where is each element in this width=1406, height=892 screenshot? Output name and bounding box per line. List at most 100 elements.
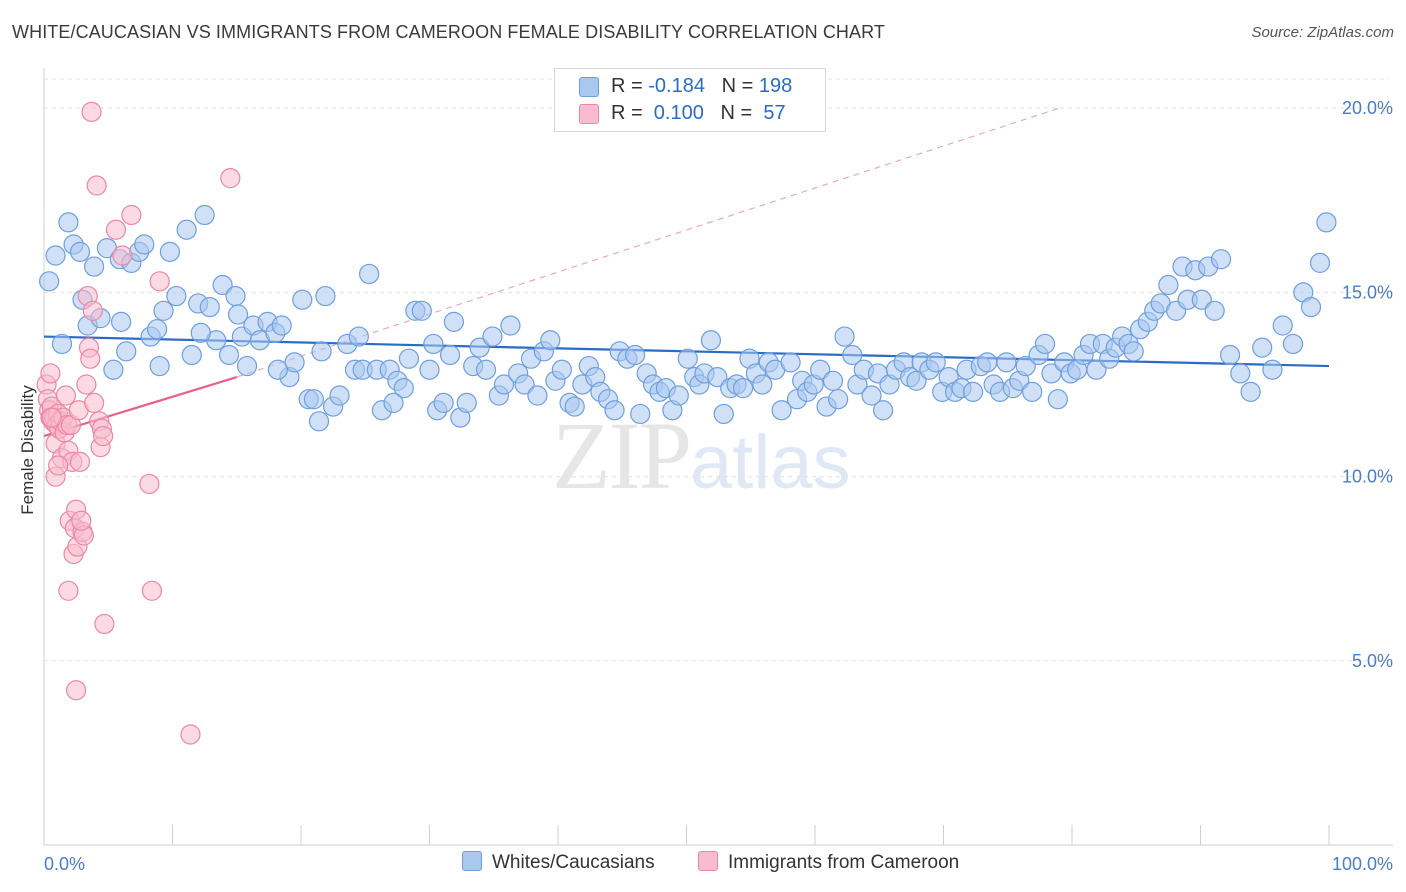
watermark-zip: ZIP bbox=[552, 402, 692, 509]
trend-lines bbox=[43, 107, 1330, 438]
point-whites bbox=[668, 385, 689, 406]
point-whites bbox=[423, 333, 444, 355]
point-cameroon bbox=[112, 245, 133, 266]
point-whites bbox=[977, 352, 998, 373]
point-whites bbox=[732, 378, 754, 399]
point-whites bbox=[267, 359, 288, 380]
series-whites bbox=[39, 204, 1337, 432]
stats-row-whites: R = -0.184 N = 198 bbox=[611, 75, 793, 97]
point-whites bbox=[329, 385, 350, 406]
point-whites bbox=[39, 271, 60, 292]
point-whites bbox=[1123, 341, 1144, 362]
point-whites bbox=[1047, 389, 1068, 410]
point-whites bbox=[153, 300, 174, 321]
point-whites bbox=[1230, 363, 1251, 384]
point-whites bbox=[828, 389, 849, 410]
y-tick-label: 15.0% bbox=[1342, 282, 1393, 302]
point-cameroon bbox=[69, 451, 91, 472]
point-whites bbox=[1219, 344, 1241, 366]
point-whites bbox=[419, 359, 440, 380]
point-whites bbox=[771, 400, 792, 421]
point-whites bbox=[1158, 274, 1179, 296]
point-whites bbox=[110, 311, 132, 332]
point-whites bbox=[700, 330, 722, 351]
point-cameroon bbox=[180, 724, 201, 745]
point-cameroon bbox=[84, 392, 105, 413]
point-whites bbox=[348, 326, 369, 347]
point-cameroon bbox=[71, 510, 92, 531]
chart-title: WHITE/CAUCASIAN VS IMMIGRANTS FROM CAMER… bbox=[12, 22, 885, 42]
point-cameroon bbox=[81, 101, 102, 122]
point-whites bbox=[1240, 381, 1261, 402]
point-whites bbox=[315, 285, 336, 307]
point-whites bbox=[780, 352, 801, 373]
y-tick-label: 5.0% bbox=[1352, 651, 1393, 671]
point-whites bbox=[1316, 212, 1337, 233]
data-points bbox=[36, 101, 1337, 745]
point-whites bbox=[1252, 337, 1273, 358]
point-whites bbox=[1191, 289, 1212, 310]
x-tick-label: 0.0% bbox=[44, 854, 85, 874]
point-whites bbox=[604, 400, 625, 421]
point-whites bbox=[308, 411, 330, 432]
point-whites bbox=[194, 204, 215, 226]
point-whites bbox=[411, 300, 432, 321]
point-whites bbox=[962, 381, 984, 402]
point-whites bbox=[1300, 297, 1322, 318]
point-whites bbox=[190, 322, 211, 343]
point-whites bbox=[514, 374, 535, 395]
point-whites bbox=[1309, 252, 1331, 273]
r-value-cameroon: 0.100 bbox=[648, 102, 704, 124]
point-whites bbox=[624, 344, 646, 366]
point-whites bbox=[58, 212, 79, 233]
trend-extension-cameroon bbox=[236, 107, 1060, 378]
point-cameroon bbox=[94, 613, 115, 635]
point-whites bbox=[564, 396, 585, 417]
point-whites bbox=[475, 359, 497, 380]
point-cameroon bbox=[66, 680, 87, 701]
legend-swatch-whites bbox=[462, 850, 482, 871]
point-whites bbox=[842, 344, 863, 366]
stats-row-cameroon: R = 0.100 N = 57 bbox=[611, 102, 786, 124]
point-whites bbox=[225, 285, 246, 307]
point-whites bbox=[433, 392, 454, 413]
point-whites bbox=[383, 392, 404, 413]
point-whites bbox=[176, 219, 197, 240]
point-whites bbox=[996, 352, 1017, 373]
point-whites bbox=[45, 245, 66, 266]
point-whites bbox=[1262, 359, 1283, 380]
point-whites bbox=[212, 274, 233, 296]
axis-labels: 5.0% 10.0% 15.0% 20.0% 0.0% 100.0% Female Disa… bbox=[18, 98, 1393, 874]
watermark: ZIPatlas bbox=[552, 400, 851, 511]
point-whites bbox=[1272, 315, 1293, 336]
point-whites bbox=[166, 285, 187, 307]
point-whites bbox=[1022, 381, 1043, 402]
point-whites bbox=[181, 344, 202, 366]
point-whites bbox=[149, 355, 170, 377]
y-tick-label: 20.0% bbox=[1342, 98, 1393, 118]
point-whites bbox=[527, 385, 548, 406]
y-axis-label: Female Disability bbox=[18, 385, 37, 515]
point-whites bbox=[822, 370, 844, 391]
point-whites bbox=[51, 333, 73, 355]
point-whites bbox=[159, 241, 181, 262]
point-whites bbox=[292, 289, 313, 310]
point-whites bbox=[469, 337, 490, 358]
point-whites bbox=[134, 234, 155, 255]
point-whites bbox=[707, 367, 728, 388]
point-cameroon bbox=[121, 204, 142, 226]
source-label: Source: ZipAtlas.com bbox=[1251, 24, 1394, 41]
point-whites bbox=[752, 374, 773, 395]
point-whites bbox=[218, 344, 240, 366]
point-whites bbox=[500, 315, 521, 336]
point-whites bbox=[810, 359, 831, 380]
point-cameroon bbox=[105, 219, 127, 240]
point-whites bbox=[1086, 359, 1107, 380]
point-whites bbox=[906, 370, 927, 391]
point-cameroon bbox=[82, 300, 103, 321]
stats-swatch-cameroon bbox=[579, 104, 599, 124]
point-whites bbox=[443, 311, 465, 332]
point-cameroon bbox=[40, 363, 61, 384]
point-cameroon bbox=[86, 175, 107, 196]
point-cameroon bbox=[48, 455, 69, 476]
